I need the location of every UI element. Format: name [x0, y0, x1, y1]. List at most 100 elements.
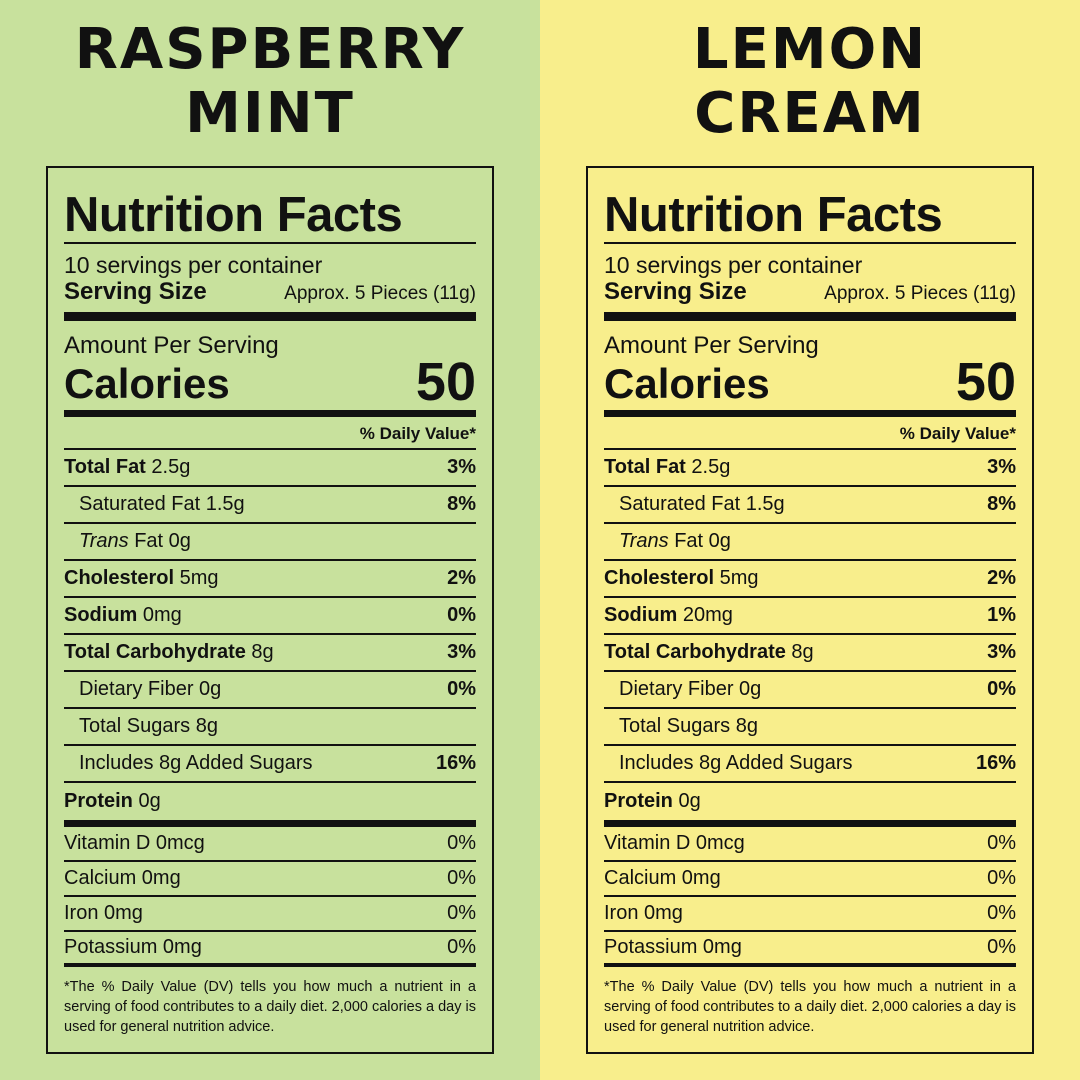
nutrient-name: Saturated Fat 1.5g — [79, 493, 245, 515]
nutrient-name: Saturated Fat 1.5g — [619, 493, 785, 515]
vitamin-row-calcium: Calcium 0mg 0% — [604, 862, 1016, 897]
nutrient-amount: 0g — [672, 790, 701, 812]
nutrient-row-trans-fat: Trans Fat 0g — [64, 524, 476, 561]
nutrient-row-total-carbohydrate: Total Carbohydrate 8g 3% — [64, 635, 476, 672]
panel-lemon-cream: LEMON CREAM Nutrition Facts 10 servings … — [540, 0, 1080, 1080]
nutrient-row-sodium: Sodium 20mg 1% — [604, 598, 1016, 635]
serving-size-row: Serving Size Approx. 5 Pieces (11g) — [604, 278, 1016, 312]
nutrient-amount: 0g — [132, 790, 161, 812]
flavor-title-line2: MINT — [185, 81, 355, 146]
nutrient-name: Dietary Fiber 0g — [619, 678, 762, 700]
medium-divider — [604, 820, 1016, 827]
nutrient-dv: 16% — [435, 752, 476, 774]
nutrient-amount: 8g — [785, 641, 814, 663]
nutrient-name: Cholesterol — [64, 567, 175, 589]
vitamin-name: Vitamin D 0mcg — [604, 832, 745, 854]
nutrient-name: Sodium — [64, 604, 138, 626]
nutrient-row-saturated-fat: Saturated Fat 1.5g 8% — [604, 487, 1016, 524]
amount-per-serving: Amount Per Serving — [604, 332, 819, 359]
nutrient-dv: 0% — [447, 604, 476, 626]
daily-value-footnote: *The % Daily Value (DV) tells you how mu… — [64, 979, 476, 1035]
flavor-title: RASPBERRY MINT — [0, 18, 540, 146]
nutrient-row-total-fat: Total Fat 2.5g 3% — [604, 450, 1016, 487]
panel-raspberry-mint: RASPBERRY MINT Nutrition Facts 10 servin… — [0, 0, 540, 1080]
daily-value-header: % Daily Value* — [604, 417, 1016, 450]
calories-row: Calories 50 — [604, 352, 1016, 412]
nutrient-dv: 2% — [987, 567, 1016, 589]
calories-value: 50 — [415, 352, 476, 412]
thick-divider — [64, 312, 476, 321]
medium-divider — [64, 410, 476, 417]
nutrient-name: Protein — [64, 790, 133, 812]
nutrient-name: Total Fat — [604, 456, 686, 478]
nutrient-amount: 20mg — [677, 604, 733, 626]
flavor-title-line1: LEMON — [692, 17, 928, 82]
serving-size-label: Serving Size — [604, 278, 747, 305]
vitamin-row-calcium: Calcium 0mg 0% — [64, 862, 476, 897]
nutrient-name: Sodium — [604, 604, 678, 626]
nutrient-row-added-sugars: Includes 8g Added Sugars 16% — [64, 746, 476, 783]
vitamin-dv: 0% — [987, 936, 1016, 958]
nutrient-dv: 0% — [447, 678, 476, 700]
nutrient-name: Dietary Fiber 0g — [79, 678, 222, 700]
nutrient-row-total-sugars: Total Sugars 8g — [64, 709, 476, 746]
vitamin-dv: 0% — [447, 867, 476, 889]
flavor-title-line1: RASPBERRY — [74, 17, 466, 82]
vitamin-dv: 0% — [447, 902, 476, 924]
divider — [64, 242, 476, 244]
nutrient-dv: 3% — [987, 456, 1016, 478]
nutrient-name: Cholesterol — [604, 567, 715, 589]
nutrient-dv: 1% — [987, 604, 1016, 626]
nutrient-row-dietary-fiber: Dietary Fiber 0g 0% — [64, 672, 476, 709]
nutrition-label: Nutrition Facts 10 servings per containe… — [46, 166, 494, 1054]
vitamin-name: Potassium 0mg — [64, 936, 202, 958]
vitamin-dv: 0% — [447, 832, 476, 854]
nutrient-name: Total Carbohydrate — [64, 641, 246, 663]
vitamin-dv: 0% — [987, 832, 1016, 854]
nutrient-amount: 2.5g — [685, 456, 731, 478]
vitamin-name: Potassium 0mg — [604, 936, 742, 958]
vitamin-dv: 0% — [987, 902, 1016, 924]
nutrient-amount: 8g — [245, 641, 274, 663]
nutrient-name-italic: Trans — [619, 530, 669, 552]
serving-size-label: Serving Size — [64, 278, 207, 305]
servings-per-container: 10 servings per container — [64, 252, 323, 278]
vitamin-name: Calcium 0mg — [64, 867, 181, 889]
medium-divider — [604, 410, 1016, 417]
nutrient-amount: 5mg — [174, 567, 219, 589]
nutrient-amount: 2.5g — [145, 456, 191, 478]
vitamin-name: Calcium 0mg — [604, 867, 721, 889]
servings-per-container: 10 servings per container — [604, 252, 863, 278]
nutrient-row-sodium: Sodium 0mg 0% — [64, 598, 476, 635]
nutrient-dv: 3% — [447, 456, 476, 478]
nutrient-name: Fat 0g — [668, 530, 731, 552]
calories-label: Calories — [604, 360, 770, 407]
nutrient-row-added-sugars: Includes 8g Added Sugars 16% — [604, 746, 1016, 783]
calories-row: Calories 50 — [64, 352, 476, 412]
nutrient-name: Total Fat — [64, 456, 146, 478]
nutrient-row-trans-fat: Trans Fat 0g — [604, 524, 1016, 561]
thick-divider — [604, 312, 1016, 321]
daily-value-header: % Daily Value* — [64, 417, 476, 450]
nutrient-name: Total Sugars 8g — [619, 715, 758, 737]
calories-value: 50 — [955, 352, 1016, 412]
nutrient-name-italic: Trans — [79, 530, 129, 552]
vitamin-row-iron: Iron 0mg 0% — [604, 897, 1016, 932]
vitamin-name: Iron 0mg — [604, 902, 683, 924]
nutrient-name: Protein — [604, 790, 673, 812]
divider — [604, 242, 1016, 244]
daily-value-footnote: *The % Daily Value (DV) tells you how mu… — [604, 979, 1016, 1035]
nutrition-facts-heading: Nutrition Facts — [64, 188, 403, 242]
nutrient-amount: 5mg — [714, 567, 759, 589]
nutrient-row-total-carbohydrate: Total Carbohydrate 8g 3% — [604, 635, 1016, 672]
vitamin-row-potassium: Potassium 0mg 0% — [64, 932, 476, 967]
nutrient-row-dietary-fiber: Dietary Fiber 0g 0% — [604, 672, 1016, 709]
nutrient-dv: 8% — [987, 493, 1016, 515]
vitamin-row-iron: Iron 0mg 0% — [64, 897, 476, 932]
nutrient-dv: 2% — [447, 567, 476, 589]
vitamin-dv: 0% — [987, 867, 1016, 889]
nutrient-row-protein: Protein 0g — [64, 783, 476, 820]
nutrient-name: Total Carbohydrate — [604, 641, 786, 663]
flavor-title: LEMON CREAM — [540, 18, 1080, 146]
nutrient-dv: 3% — [447, 641, 476, 663]
